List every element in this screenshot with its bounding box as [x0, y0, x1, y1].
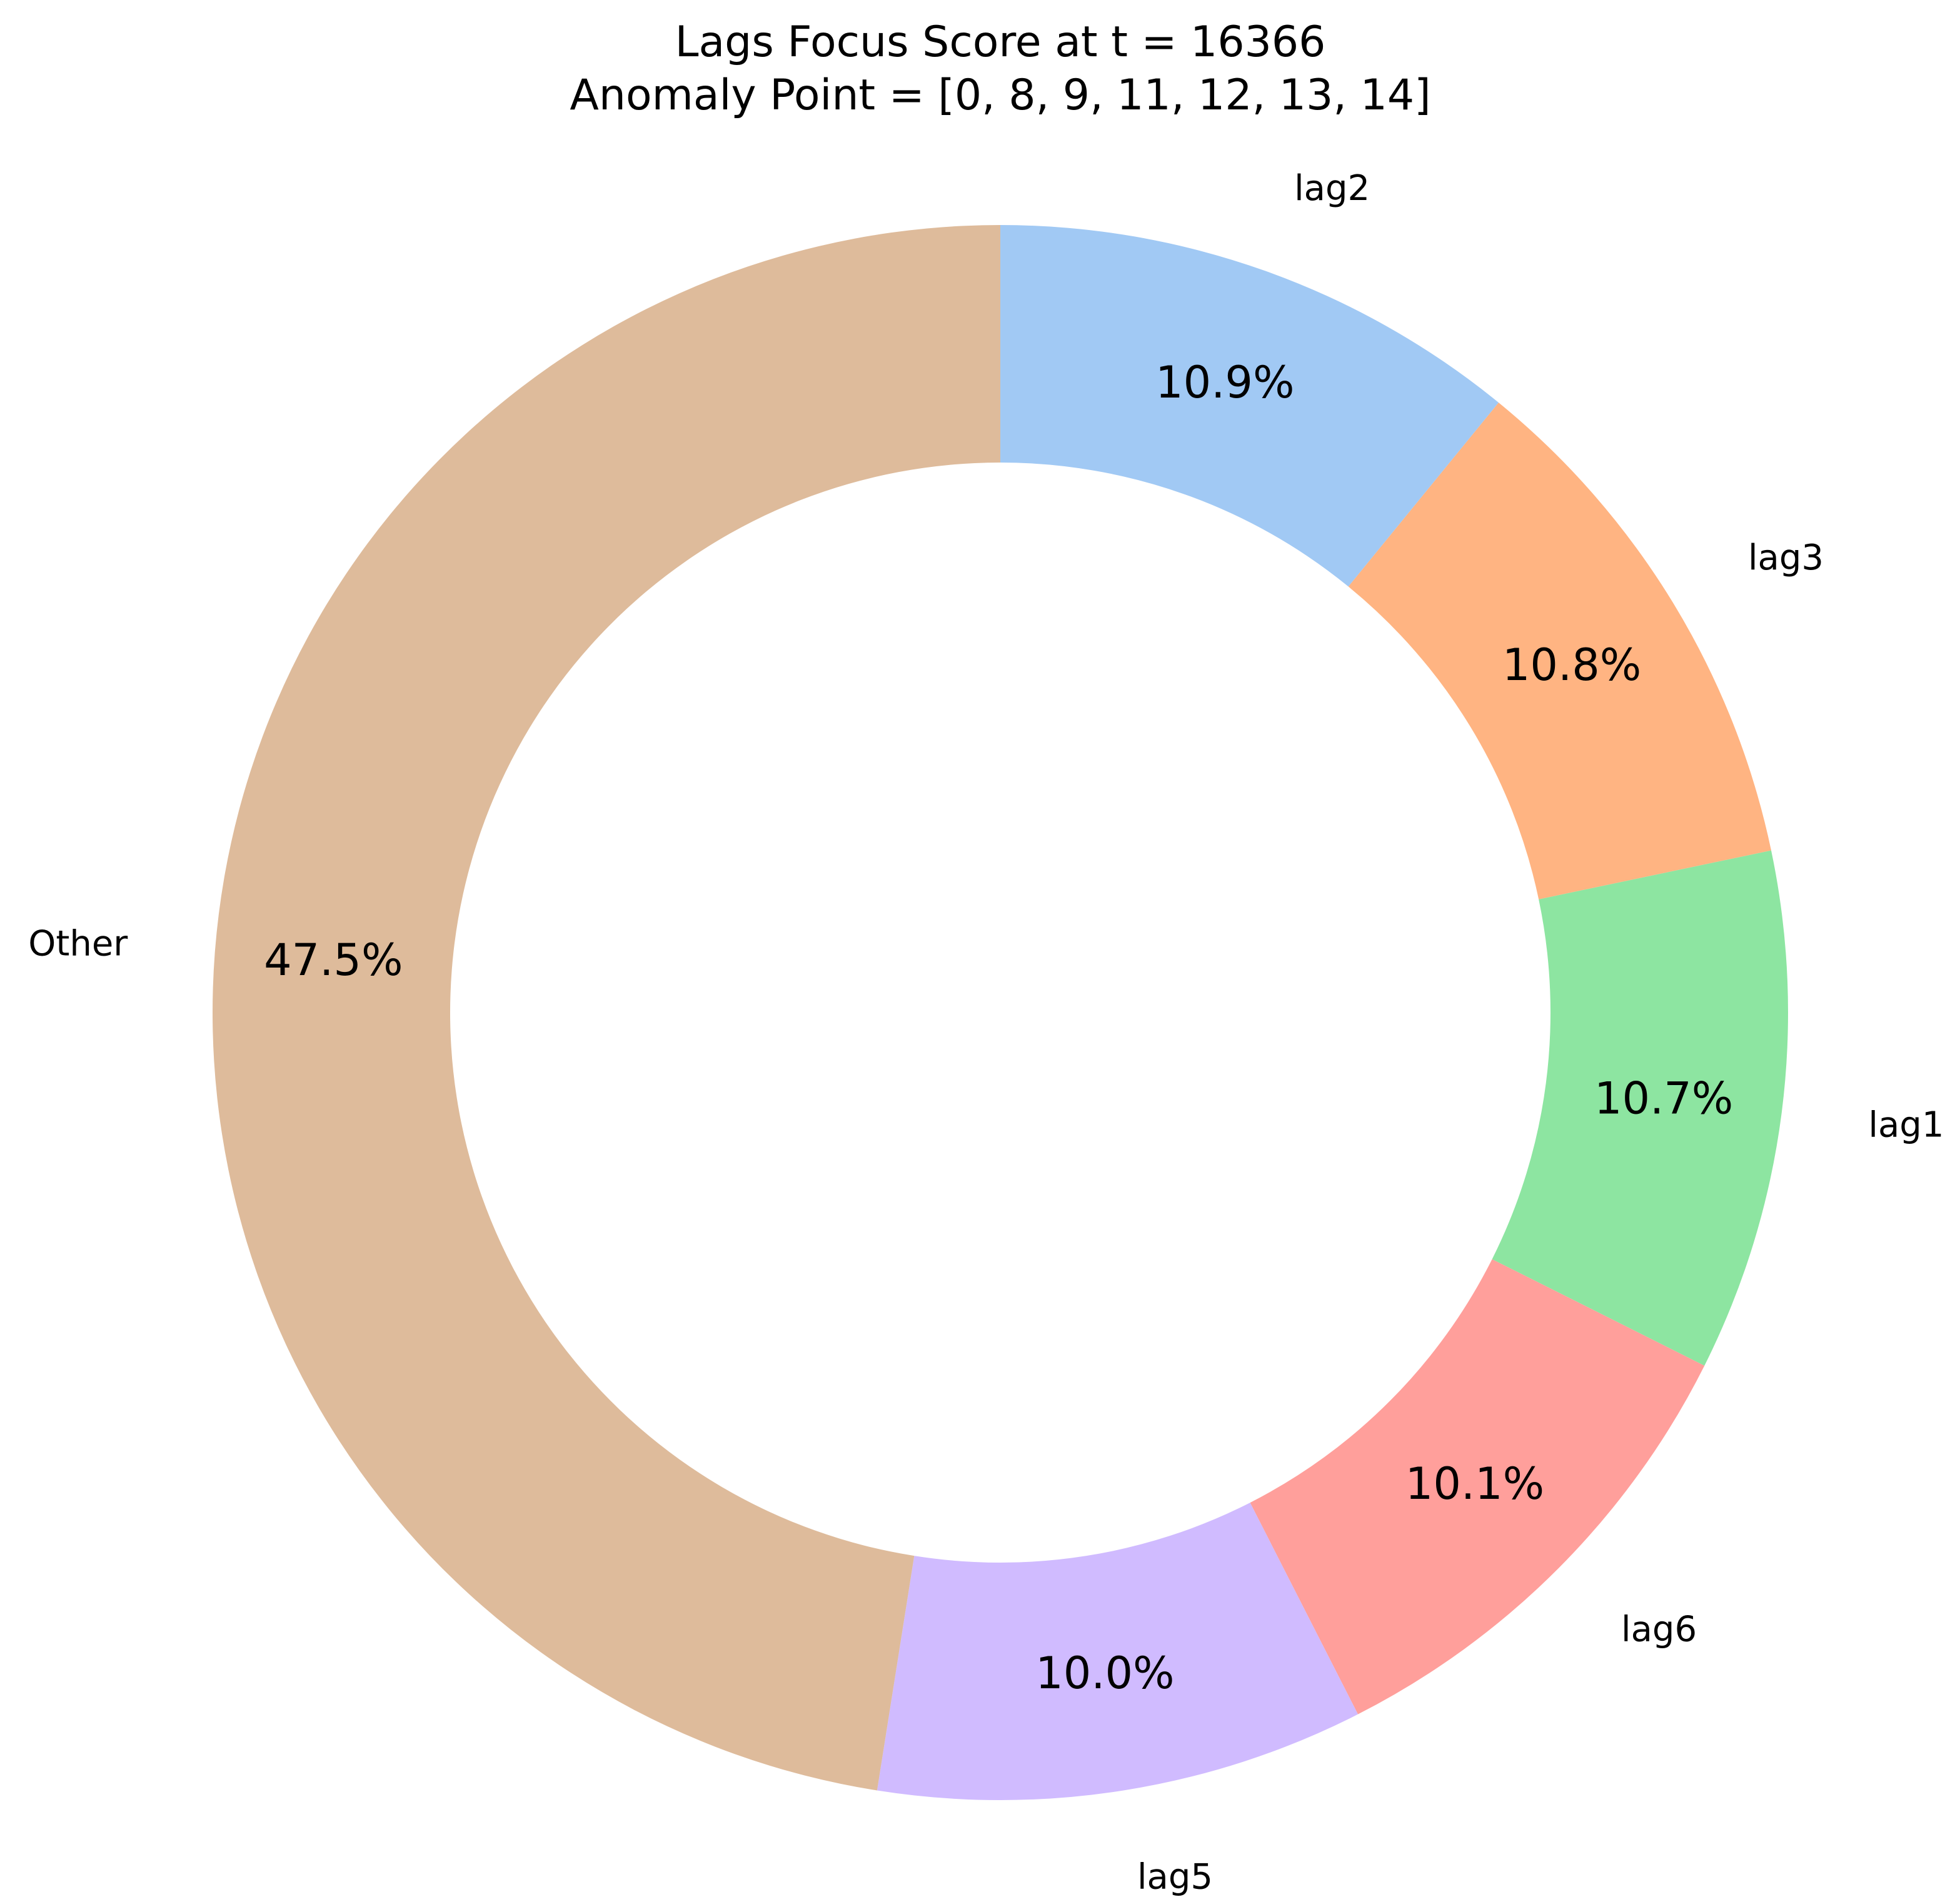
slice-label-lag5: lag5 — [1137, 1856, 1213, 1897]
slice-label-lag2: lag2 — [1294, 168, 1370, 209]
slice-label-lag3: lag3 — [1748, 538, 1824, 578]
slice-label-lag1: lag1 — [1868, 1104, 1944, 1145]
slice-label-other: Other — [28, 924, 128, 964]
pct-label-lag6: 10.1% — [1405, 1458, 1544, 1509]
pct-label-lag2: 10.9% — [1155, 357, 1294, 408]
slice-label-lag6: lag6 — [1621, 1609, 1697, 1649]
pie-slices — [213, 225, 1788, 1800]
chart-title: Lags Focus Score at t = 16366 — [675, 18, 1326, 67]
pct-label-lag1: 10.7% — [1594, 1073, 1733, 1124]
pct-label-lag3: 10.8% — [1502, 639, 1641, 691]
pct-label-other: 47.5% — [264, 934, 403, 986]
slice-other — [213, 225, 1000, 1790]
pct-label-lag5: 10.0% — [1035, 1648, 1174, 1699]
chart-subtitle: Anomaly Point = [0, 8, 9, 11, 12, 13, 14… — [570, 71, 1430, 120]
